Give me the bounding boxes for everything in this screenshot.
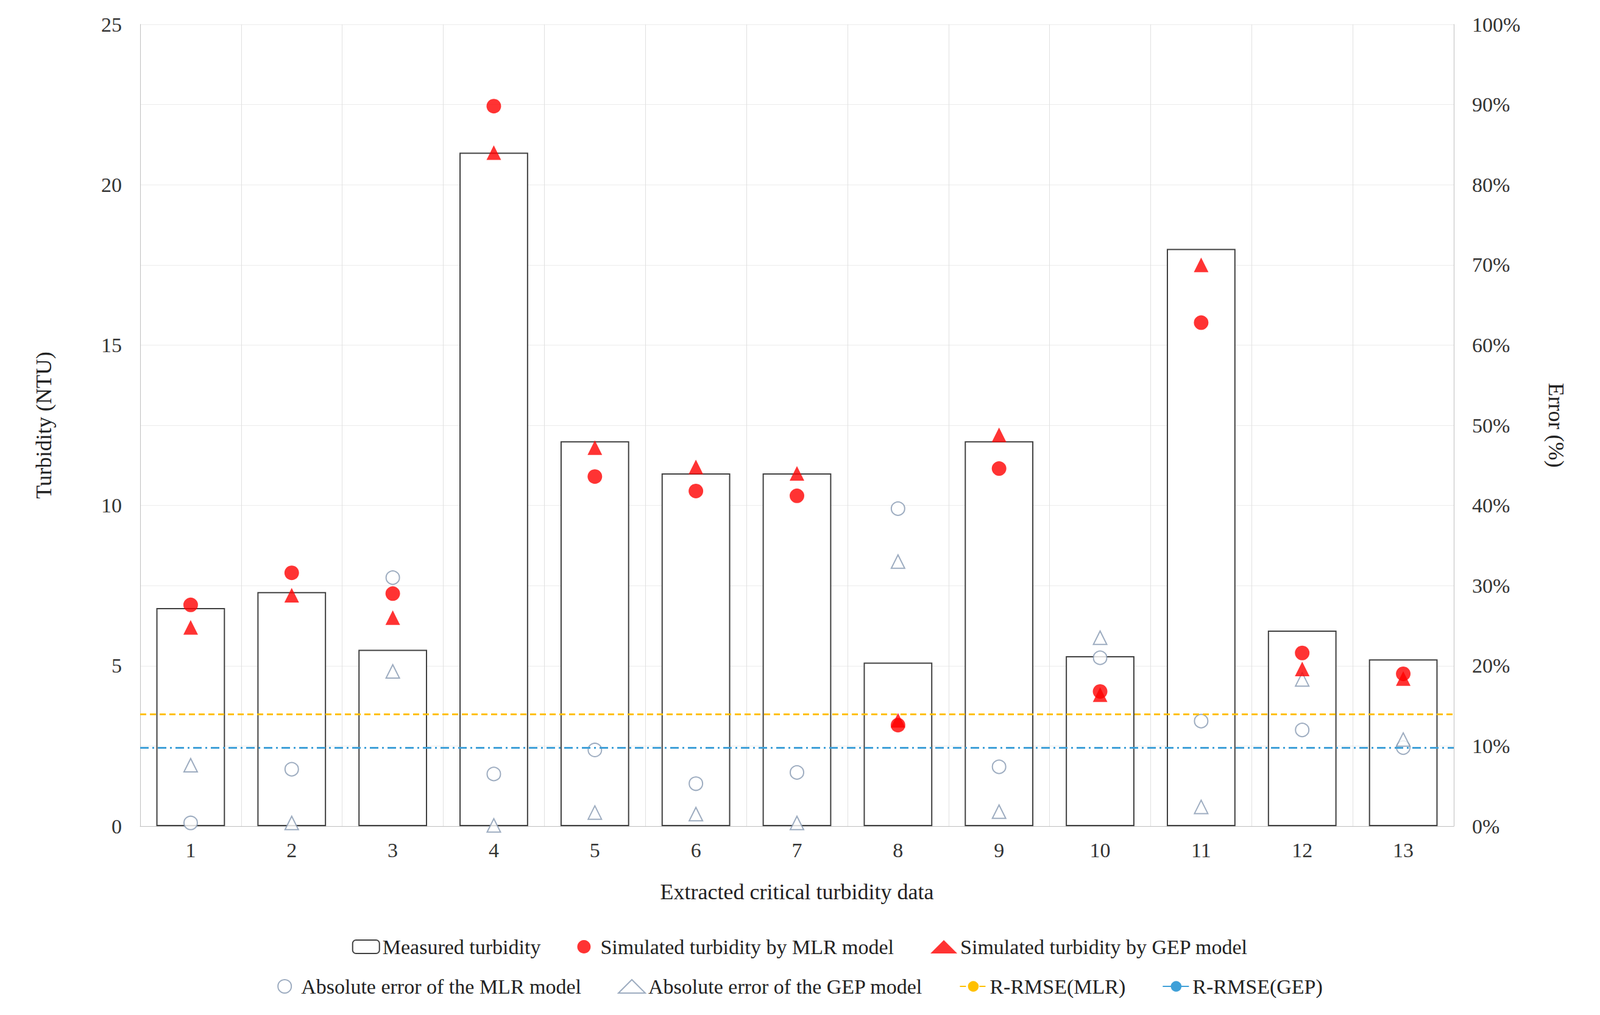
svg-text:5: 5 [589,838,601,862]
svg-text:2: 2 [286,838,297,862]
svg-text:7: 7 [792,838,803,862]
svg-text:90%: 90% [1472,93,1510,116]
svg-text:Extracted critical turbidity d: Extracted critical turbidity data [660,879,935,905]
svg-text:10: 10 [1090,838,1111,862]
svg-text:0: 0 [111,815,122,838]
svg-text:30%: 30% [1472,574,1510,598]
svg-text:Simulated turbidity by MLR mod: Simulated turbidity by MLR model [600,935,894,959]
svg-text:R-RMSE(MLR): R-RMSE(MLR) [989,975,1126,999]
svg-text:Simulated turbidity by GEP mod: Simulated turbidity by GEP model [960,935,1248,959]
svg-text:20: 20 [101,173,122,197]
svg-text:5: 5 [111,654,122,677]
svg-text:8: 8 [892,838,903,862]
svg-text:Measured turbidity: Measured turbidity [382,935,542,959]
svg-text:20%: 20% [1472,654,1510,677]
svg-text:12: 12 [1291,838,1313,862]
svg-text:25: 25 [101,13,122,36]
svg-text:4: 4 [488,838,500,862]
svg-text:0%: 0% [1472,815,1500,838]
svg-text:10: 10 [101,494,122,517]
svg-text:1: 1 [185,838,196,862]
svg-text:80%: 80% [1472,173,1510,197]
svg-text:Absolute error of the GEP mode: Absolute error of the GEP model [648,975,922,999]
svg-text:10%: 10% [1472,734,1510,758]
svg-text:Absolute error of the MLR mode: Absolute error of the MLR model [300,975,582,999]
svg-text:40%: 40% [1472,494,1510,517]
svg-text:R-RMSE(GEP): R-RMSE(GEP) [1192,975,1323,999]
svg-text:Turbidity (NTU): Turbidity (NTU) [31,351,57,500]
svg-text:3: 3 [387,838,398,862]
svg-text:9: 9 [993,838,1005,862]
svg-text:50%: 50% [1472,414,1510,437]
svg-text:70%: 70% [1472,253,1510,277]
svg-text:11: 11 [1191,838,1212,862]
svg-text:60%: 60% [1472,333,1510,357]
svg-text:6: 6 [690,838,702,862]
svg-text:15: 15 [101,333,122,357]
svg-text:13: 13 [1392,838,1414,862]
svg-text:Error (%): Error (%) [1543,383,1569,468]
svg-text:100%: 100% [1472,13,1521,36]
